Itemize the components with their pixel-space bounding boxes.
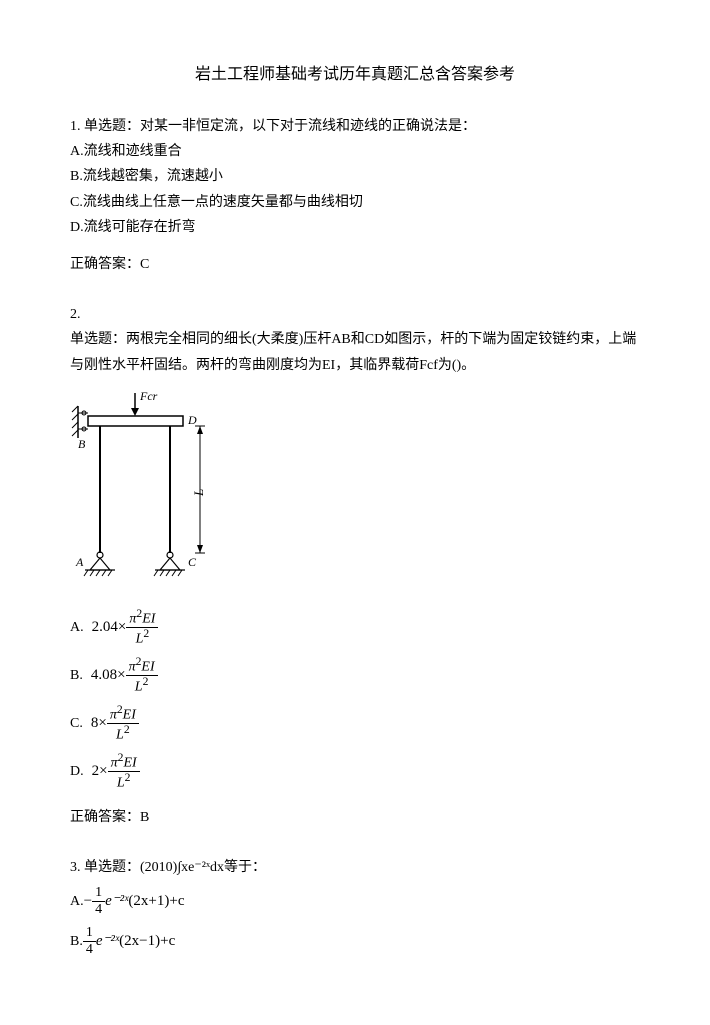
q1-answer: 正确答案：C [70, 252, 640, 277]
q1-option-c: C.流线曲线上任意一点的速度矢量都与曲线相切 [70, 190, 640, 215]
q3-a-exp: e⁻²ˣ [105, 888, 128, 915]
q3-a-paren: (2x+1)+c [128, 888, 184, 915]
q2-d-label: D. [70, 759, 84, 784]
q2-diagram: Fcr D B [70, 388, 640, 597]
q3-a-label: A. [70, 889, 84, 914]
q3-stem: 3. 单选题：(2010)∫xe⁻²ˣdx等于： [70, 855, 640, 880]
q3-b-label: B. [70, 929, 83, 954]
q2-b-label: B. [70, 663, 83, 688]
structure-diagram-icon: Fcr D B [70, 388, 230, 588]
q3-a-sign: − [84, 888, 92, 915]
q1-option-a: A.流线和迹线重合 [70, 139, 640, 164]
label-fcr: Fcr [139, 389, 158, 403]
q3-a-num: 1 [92, 885, 105, 901]
q2-a-label: A. [70, 615, 84, 640]
q2-c-label: C. [70, 711, 83, 736]
q2-a-frac: π2EI L2 [126, 608, 158, 647]
question-3: 3. 单选题：(2010)∫xe⁻²ˣdx等于： A. − 1 4 e⁻²ˣ (… [70, 855, 640, 960]
q1-option-d: D.流线可能存在折弯 [70, 215, 640, 240]
q3-b-frac: 1 4 [83, 925, 96, 957]
page-title: 岩土工程师基础考试历年真题汇总含答案参考 [70, 60, 640, 84]
q2-a-coef: 2.04× [92, 614, 127, 641]
label-l: L [191, 488, 206, 496]
question-1: 1. 单选题：对某一非恒定流，以下对于流线和迹线的正确说法是： A.流线和迹线重… [70, 114, 640, 277]
q2-option-b: B. 4.08× π2EI L2 [70, 655, 640, 697]
q1-option-b: B.流线越密集，流速越小 [70, 164, 640, 189]
q3-b-num: 1 [83, 925, 96, 941]
q2-num: 2. [70, 302, 640, 327]
q1-stem: 1. 单选题：对某一非恒定流，以下对于流线和迹线的正确说法是： [70, 114, 640, 139]
q2-b-frac: π2EI L2 [126, 656, 158, 695]
q3-a-den: 4 [92, 902, 105, 917]
q3-option-b: B. 1 4 e⁻²ˣ (2x−1)+c [70, 922, 640, 960]
q2-option-d: D. 2× π2EI L2 [70, 751, 640, 793]
q3-b-paren: (2x−1)+c [119, 928, 175, 955]
q3-a-frac: 1 4 [92, 885, 105, 917]
label-b: B [78, 437, 86, 451]
q2-c-coef: 8× [91, 710, 107, 737]
q2-option-c: C. 8× π2EI L2 [70, 703, 640, 745]
label-a: A [75, 555, 84, 569]
q3-b-exp: e⁻²ˣ [96, 928, 119, 955]
label-d: D [187, 413, 197, 427]
q2-c-frac: π2EI L2 [107, 704, 139, 743]
question-2: 2. 单选题：两根完全相同的细长(大柔度)压杆AB和CD如图示，杆的下端为固定铰… [70, 302, 640, 830]
q2-answer: 正确答案：B [70, 805, 640, 830]
q3-b-den: 4 [83, 942, 96, 957]
q2-d-frac: π2EI L2 [108, 752, 140, 791]
q3-option-a: A. − 1 4 e⁻²ˣ (2x+1)+c [70, 882, 640, 920]
q2-b-coef: 4.08× [91, 662, 126, 689]
q2-d-coef: 2× [92, 758, 108, 785]
q2-option-a: A. 2.04× π2EI L2 [70, 607, 640, 649]
label-c: C [188, 555, 197, 569]
q2-stem: 单选题：两根完全相同的细长(大柔度)压杆AB和CD如图示，杆的下端为固定铰链约束… [70, 327, 640, 377]
